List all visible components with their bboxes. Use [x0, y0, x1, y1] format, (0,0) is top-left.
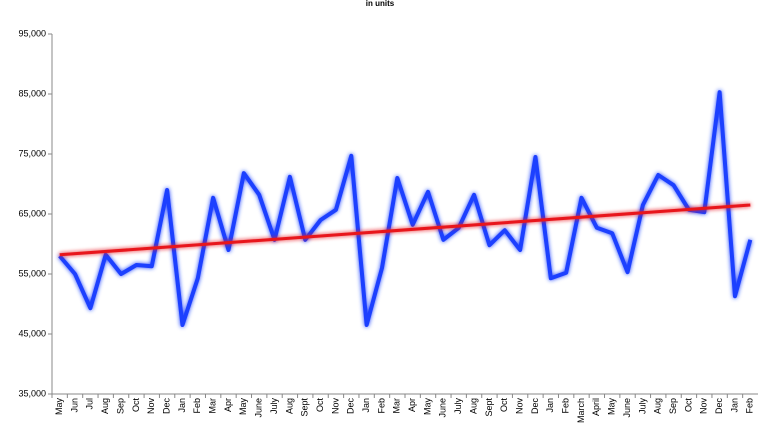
- x-tick-label: June: [622, 398, 632, 418]
- x-tick-label: Jan: [729, 398, 739, 413]
- x-tick-label: Oct: [499, 398, 509, 413]
- x-tick-label: Dec: [346, 398, 356, 415]
- x-tick-label: Dec: [161, 398, 171, 415]
- x-tick-label: July: [637, 398, 647, 415]
- trend-line: [59, 203, 751, 257]
- x-tick-label: Jan: [545, 398, 555, 413]
- x-tick-label: Dec: [530, 398, 540, 415]
- x-tick-label: Jun: [69, 398, 79, 413]
- y-tick-label: 85,000: [18, 88, 46, 98]
- x-tick-label: July: [269, 398, 279, 415]
- x-tick-label: June: [438, 398, 448, 418]
- y-tick-label: 95,000: [18, 28, 46, 38]
- x-tick-label: June: [254, 398, 264, 418]
- x-tick-label: Nov: [146, 398, 156, 415]
- x-tick-label: Apr: [407, 398, 417, 412]
- x-tick-label: Aug: [468, 398, 478, 414]
- x-tick-label: Oct: [131, 398, 141, 413]
- x-tick-label: Oct: [683, 398, 693, 413]
- x-tick-label: Mar: [392, 398, 402, 414]
- x-tick-label: May: [607, 398, 617, 416]
- x-tick-label: May: [54, 398, 64, 416]
- x-tick-label: Jan: [361, 398, 371, 413]
- x-tick-label: Aug: [100, 398, 110, 414]
- x-tick-label: Mar: [208, 398, 218, 414]
- x-tick-label: Feb: [745, 398, 755, 414]
- x-tick-label: Apr: [223, 398, 233, 412]
- x-tick-label: Aug: [284, 398, 294, 414]
- x-tick-label: Sep: [115, 398, 125, 414]
- data-line: [58, 90, 753, 327]
- x-tick-label: Feb: [561, 398, 571, 414]
- x-tick-label: Jul: [85, 398, 95, 410]
- x-tick-label: Nov: [699, 398, 709, 415]
- x-tick-label: Nov: [514, 398, 524, 415]
- x-tick-label: Sept: [300, 398, 310, 417]
- x-tick-label: Nov: [330, 398, 340, 415]
- x-tick-label: Feb: [192, 398, 202, 414]
- x-tick-label: May: [422, 398, 432, 416]
- y-tick-label: 55,000: [18, 268, 46, 278]
- y-tick-label: 35,000: [18, 388, 46, 398]
- x-tick-label: July: [453, 398, 463, 415]
- x-tick-label: Dec: [714, 398, 724, 415]
- x-tick-label: Aug: [653, 398, 663, 414]
- x-tick-label: Sep: [668, 398, 678, 414]
- y-tick-label: 75,000: [18, 148, 46, 158]
- y-tick-label: 45,000: [18, 328, 46, 338]
- x-tick-label: Jan: [177, 398, 187, 413]
- x-tick-label: May: [238, 398, 248, 416]
- x-tick-label: Sept: [484, 398, 494, 417]
- x-tick-label: March: [576, 398, 586, 423]
- x-tick-label: Feb: [376, 398, 386, 414]
- y-tick-label: 65,000: [18, 208, 46, 218]
- x-tick-label: Oct: [315, 398, 325, 413]
- chart-title: in units: [366, 0, 395, 8]
- x-tick-label: April: [591, 398, 601, 416]
